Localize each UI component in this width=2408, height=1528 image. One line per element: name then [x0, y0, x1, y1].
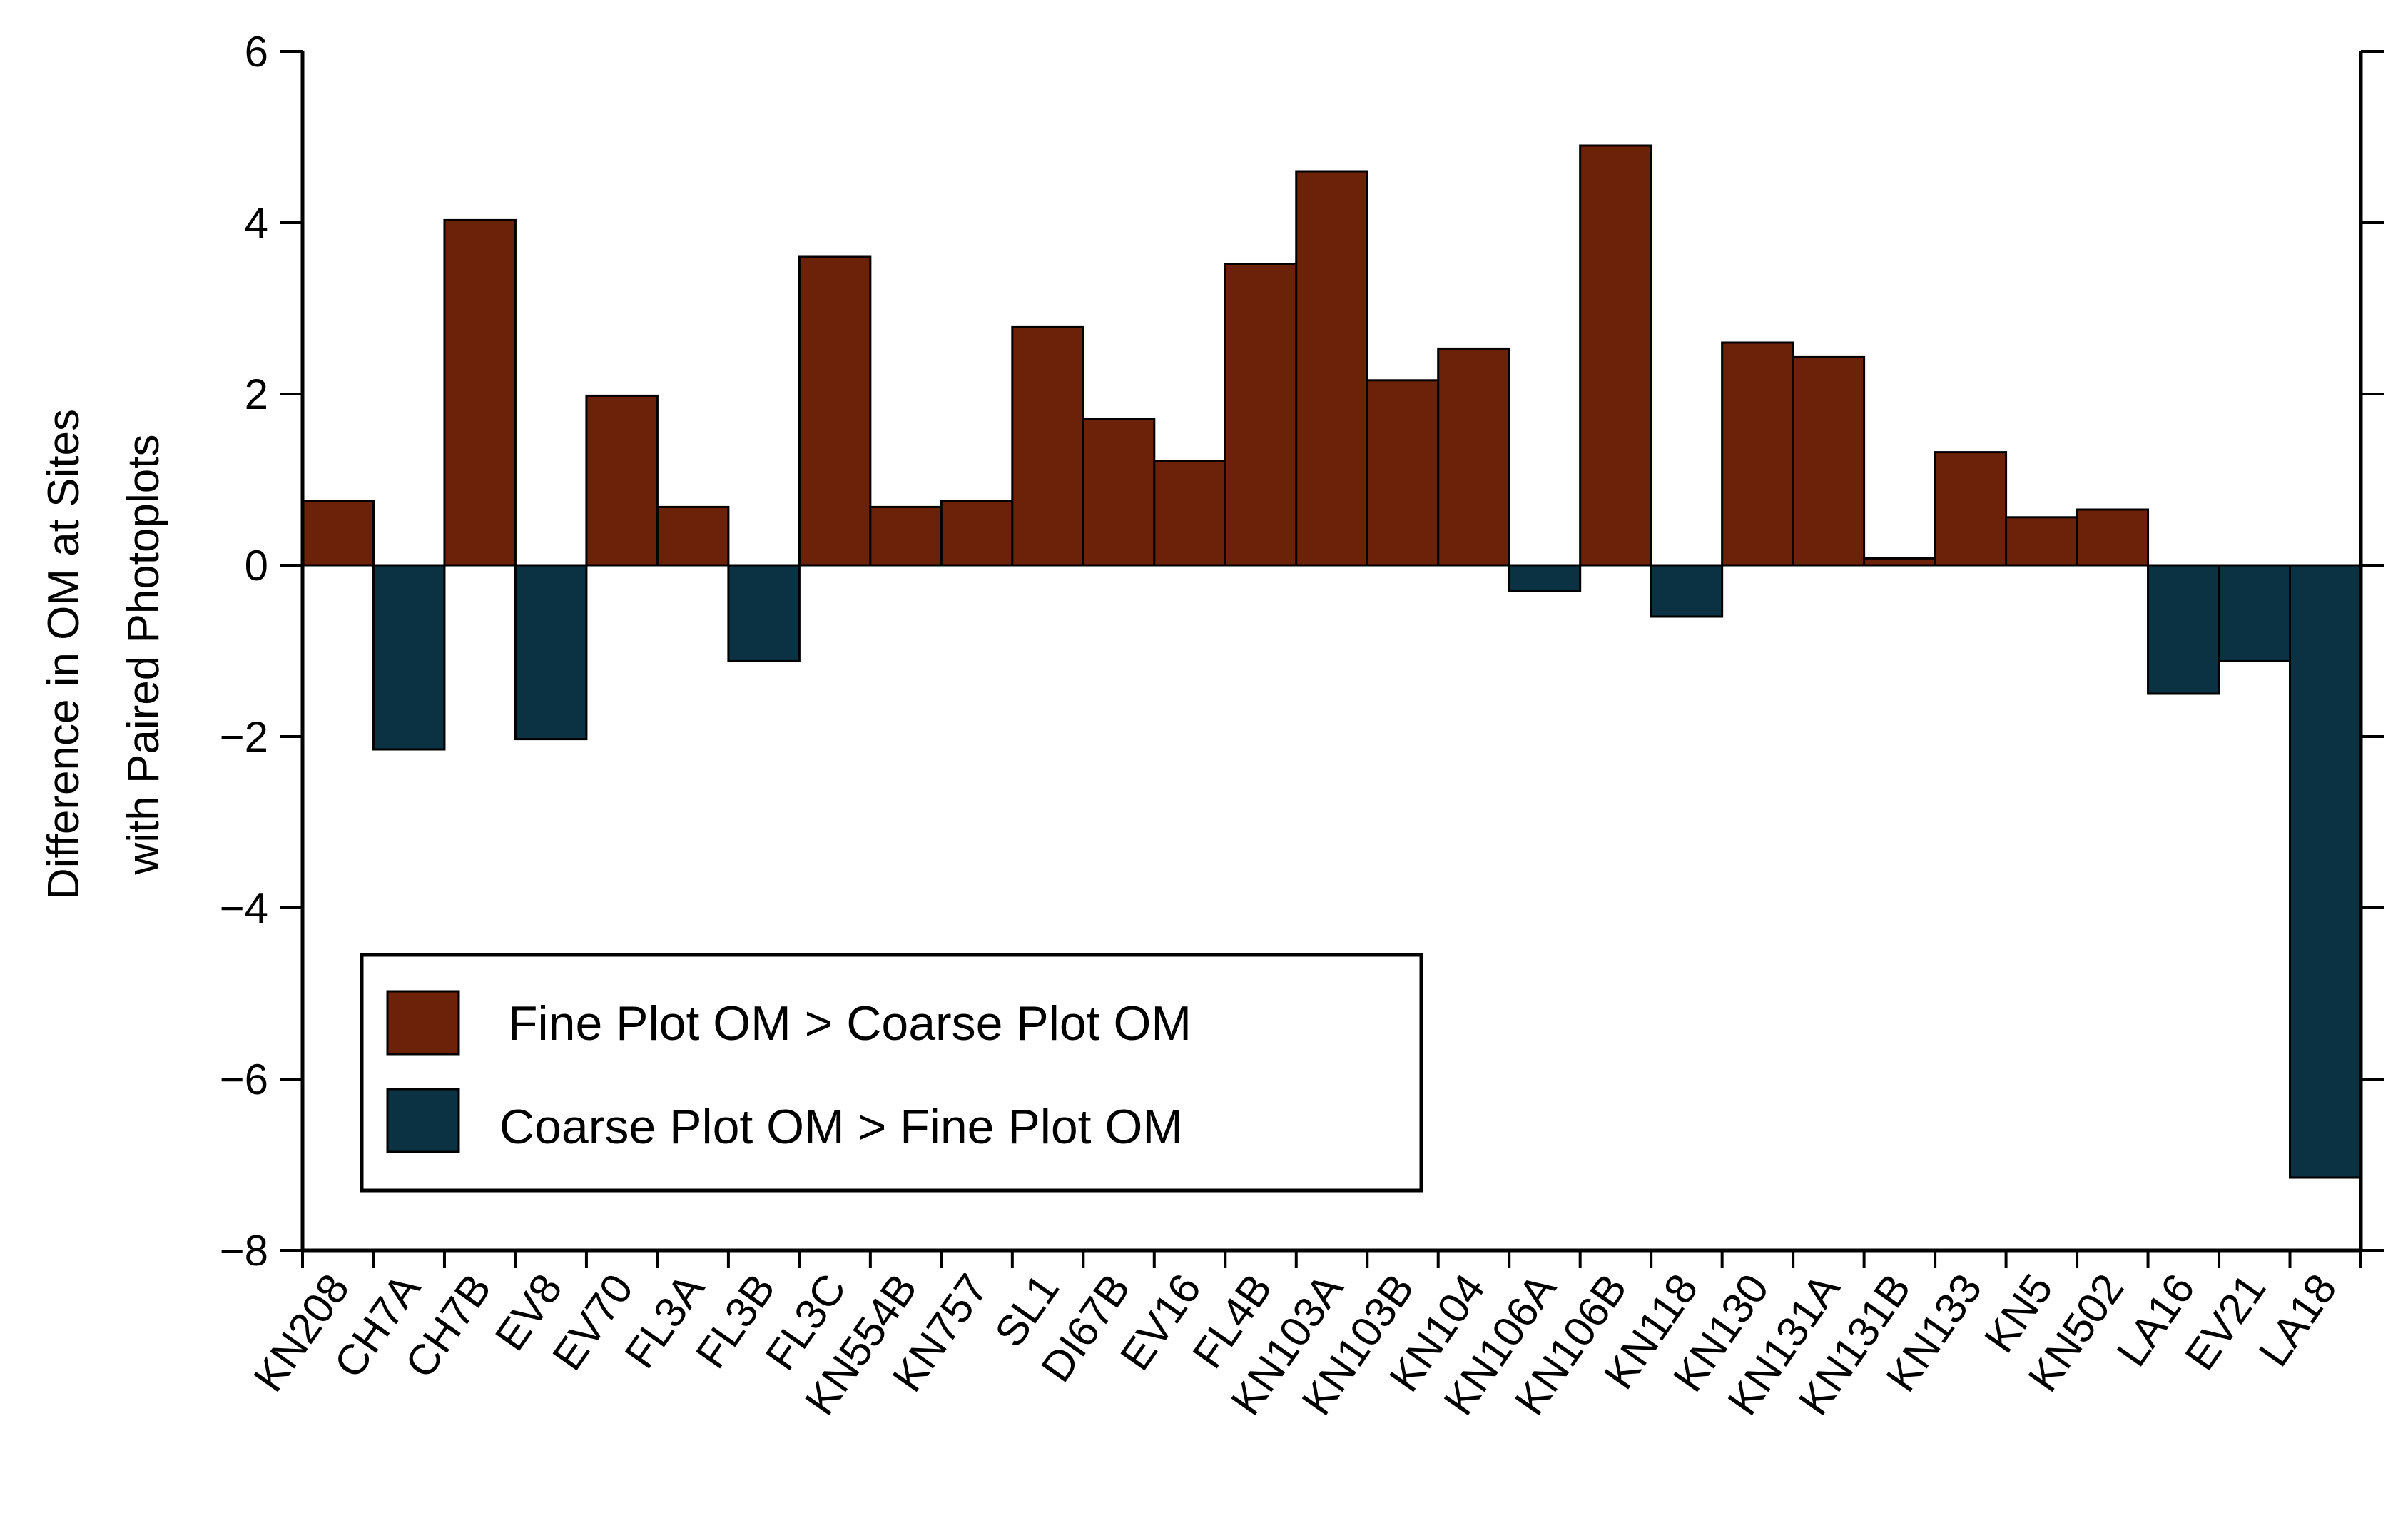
bar-fl3c: [798, 255, 872, 567]
y-tick-label: −2: [220, 713, 268, 761]
bar-kn5: [2005, 516, 2078, 567]
x-tick-label-ev21: EV21: [2175, 1265, 2275, 1379]
x-tick-label-ev70: EV70: [543, 1265, 642, 1379]
axes-group: [300, 51, 2363, 1268]
bar-ch7b: [443, 218, 517, 567]
legend-swatch-fine: [386, 990, 460, 1056]
bar-kn554b: [869, 505, 943, 567]
bar-sl1: [1011, 325, 1084, 567]
bar-ch7a: [372, 564, 446, 751]
y-tick-label: 0: [245, 542, 268, 590]
bar-kn104: [1437, 347, 1510, 567]
bar-kn757: [940, 500, 1014, 567]
bar-kn106a: [1508, 564, 1582, 592]
y-tick-label: 2: [245, 370, 268, 418]
bar-kn118: [1650, 564, 1724, 618]
legend-label-coarse: Coarse Plot OM > Fine Plot OM: [499, 1100, 1183, 1154]
bar-kn106b: [1579, 144, 1652, 567]
bar-ev70: [585, 394, 659, 567]
bar-ev21: [2218, 564, 2292, 662]
bar-kn130: [1721, 341, 1794, 567]
legend-label-fine: Fine Plot OM > Coarse Plot OM: [508, 996, 1192, 1051]
bar-la16: [2147, 564, 2220, 695]
y-tick-label: −4: [220, 884, 268, 932]
x-tick-label-fl3a: FL3A: [616, 1265, 713, 1377]
y-axis-title-line-1: Difference in OM at Sites: [39, 409, 88, 900]
x-tick-label-kn208: KN208: [244, 1265, 358, 1400]
bar-kn131a: [1792, 355, 1866, 567]
bar-fl3a: [656, 505, 730, 567]
x-labels-group: KN208CH7ACH7BEV8EV70FL3AFL3BFL3CKN554BKN…: [244, 1265, 2346, 1423]
y-tick-label: 4: [245, 199, 268, 247]
y-tick-label: 6: [245, 28, 268, 76]
x-tick-label-ev16: EV16: [1111, 1265, 1210, 1379]
legend: Fine Plot OM > Coarse Plot OM Coarse Plo…: [360, 953, 1423, 1193]
bar-la18: [2289, 564, 2362, 1179]
legend-box: [360, 953, 1423, 1193]
y-tick-label: −6: [220, 1056, 268, 1103]
legend-swatch-coarse: [386, 1088, 460, 1153]
bar-kn133: [1934, 451, 2008, 567]
bar-fl4b: [1224, 263, 1298, 567]
bar-fl3b: [727, 564, 801, 662]
bars-group: [301, 144, 2362, 1179]
y-axis-title-line-2: with Paired Photoplots: [119, 435, 168, 876]
bar-kn103b: [1366, 379, 1440, 567]
bar-di67b: [1082, 418, 1156, 567]
bar-ev16: [1153, 460, 1226, 567]
y-ticks-group: 6 4 2 0 −2 −4 −6 −8: [220, 28, 2384, 1275]
bar-ev8: [514, 564, 588, 741]
x-tick-label-la18: LA18: [2250, 1265, 2346, 1375]
bar-kn103a: [1295, 170, 1368, 567]
bar-kn502: [2076, 508, 2150, 567]
y-tick-label: −8: [220, 1227, 268, 1275]
bar-kn208: [301, 500, 375, 567]
